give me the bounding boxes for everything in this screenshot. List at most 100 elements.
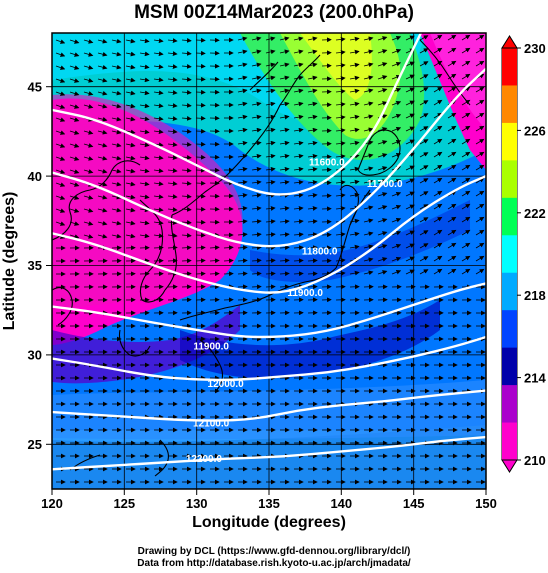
wind-arrow: [447, 60, 457, 67]
wind-arrow: [167, 168, 178, 173]
contour-label: 11900.0: [193, 342, 229, 353]
wind-arrow: [405, 139, 415, 145]
wind-arrow: [237, 127, 248, 133]
wind-arrow: [83, 39, 94, 44]
wind-arrow: [461, 177, 471, 184]
wind-arrow: [475, 125, 485, 132]
wind-arrow: [265, 166, 276, 172]
wind-arrow: [461, 203, 471, 210]
wind-arrow: [461, 164, 471, 171]
wind-arrow: [475, 203, 485, 210]
wind-arrow: [265, 75, 276, 81]
wind-arrow: [363, 153, 374, 159]
wind-arrow: [265, 114, 276, 120]
wind-arrow: [293, 101, 304, 107]
wind-arrow: [111, 194, 122, 200]
wind-arrow: [153, 168, 164, 174]
wind-arrow: [405, 269, 415, 275]
wind-arrow: [279, 271, 290, 277]
wind-arrow: [167, 233, 178, 238]
wind-arrow: [181, 90, 192, 95]
colorbar-cells: [502, 48, 517, 461]
colorbar-tick-label: 222: [524, 206, 546, 221]
wind-arrow: [251, 101, 262, 107]
wind-arrow: [139, 233, 150, 239]
wind-arrow: [377, 153, 388, 158]
y-tick-label: 25: [28, 437, 42, 452]
wind-arrow: [279, 166, 290, 172]
wind-arrow: [349, 270, 360, 276]
wind-arrow: [125, 207, 136, 213]
wind-arrow: [125, 142, 136, 148]
wind-arrow: [265, 36, 276, 42]
wind-arrow: [279, 140, 290, 146]
wind-arrow: [167, 129, 178, 134]
wind-arrow: [405, 87, 415, 93]
wind-arrow: [251, 258, 262, 264]
wind-arrow: [391, 204, 402, 210]
credits: Drawing by DCL (https://www.gfd-dennou.o…: [0, 546, 548, 570]
colorbar-cell: [502, 422, 517, 461]
wind-arrow: [391, 243, 402, 249]
wind-arrow: [307, 179, 318, 185]
wind-arrow: [153, 116, 164, 122]
wind-arrow: [447, 255, 457, 262]
x-tick-label: 125: [113, 496, 135, 511]
wind-arrow: [83, 156, 94, 161]
wind-arrow: [279, 245, 290, 251]
wind-arrow: [293, 88, 304, 94]
wind-arrow: [195, 232, 206, 238]
wind-arrow: [419, 87, 429, 93]
wind-arrow: [83, 143, 94, 148]
wind-arrow: [181, 64, 192, 69]
wind-arrow: [83, 52, 94, 57]
wind-arrow: [83, 130, 94, 135]
wind-arrow: [153, 155, 164, 161]
wind-arrow: [195, 206, 206, 212]
wind-arrow: [391, 269, 402, 275]
wind-arrow: [195, 37, 206, 43]
wind-arrow: [251, 206, 262, 211]
wind-arrow: [83, 234, 94, 239]
wind-arrow: [447, 203, 457, 210]
wind-arrow: [139, 194, 150, 200]
wind-arrow: [237, 101, 248, 107]
wind-arrow: [97, 90, 108, 96]
wind-arrow: [195, 115, 206, 121]
wind-arrow: [391, 178, 402, 184]
wind-arrow: [307, 206, 318, 211]
wind-arrow: [377, 62, 388, 67]
wind-arrow: [195, 271, 206, 277]
wind-arrow: [447, 47, 457, 54]
wind-arrow: [335, 232, 346, 237]
wind-arrow: [237, 88, 248, 94]
wind-arrow: [363, 49, 374, 55]
wind-arrow: [363, 257, 374, 263]
wind-arrow: [139, 90, 150, 96]
wind-arrow: [69, 78, 80, 83]
height-contours: [52, 33, 486, 471]
wind-arrow: [405, 61, 415, 67]
wind-arrow: [251, 245, 262, 251]
wind-arrow: [195, 102, 206, 108]
wind-arrow: [447, 112, 457, 119]
wind-arrow: [265, 127, 276, 133]
wind-arrow: [251, 88, 262, 94]
wind-arrow: [167, 64, 178, 69]
wind-arrow: [349, 179, 360, 185]
colorbar-cell: [502, 347, 517, 386]
wind-arrow: [139, 77, 150, 83]
wind-arrow: [195, 141, 206, 147]
wind-arrow: [237, 258, 248, 264]
wind-arrow: [111, 64, 122, 70]
wind-arrow: [433, 99, 443, 106]
wind-arrow: [433, 47, 443, 54]
wind-arrow: [97, 103, 108, 109]
wind-arrow: [349, 244, 360, 250]
wind-arrow: [223, 271, 234, 277]
wind-arrow: [475, 255, 485, 262]
wind-arrow: [139, 64, 150, 70]
wind-arrow: [69, 39, 80, 44]
wind-arrow: [335, 63, 346, 68]
wind-arrow: [139, 116, 150, 122]
